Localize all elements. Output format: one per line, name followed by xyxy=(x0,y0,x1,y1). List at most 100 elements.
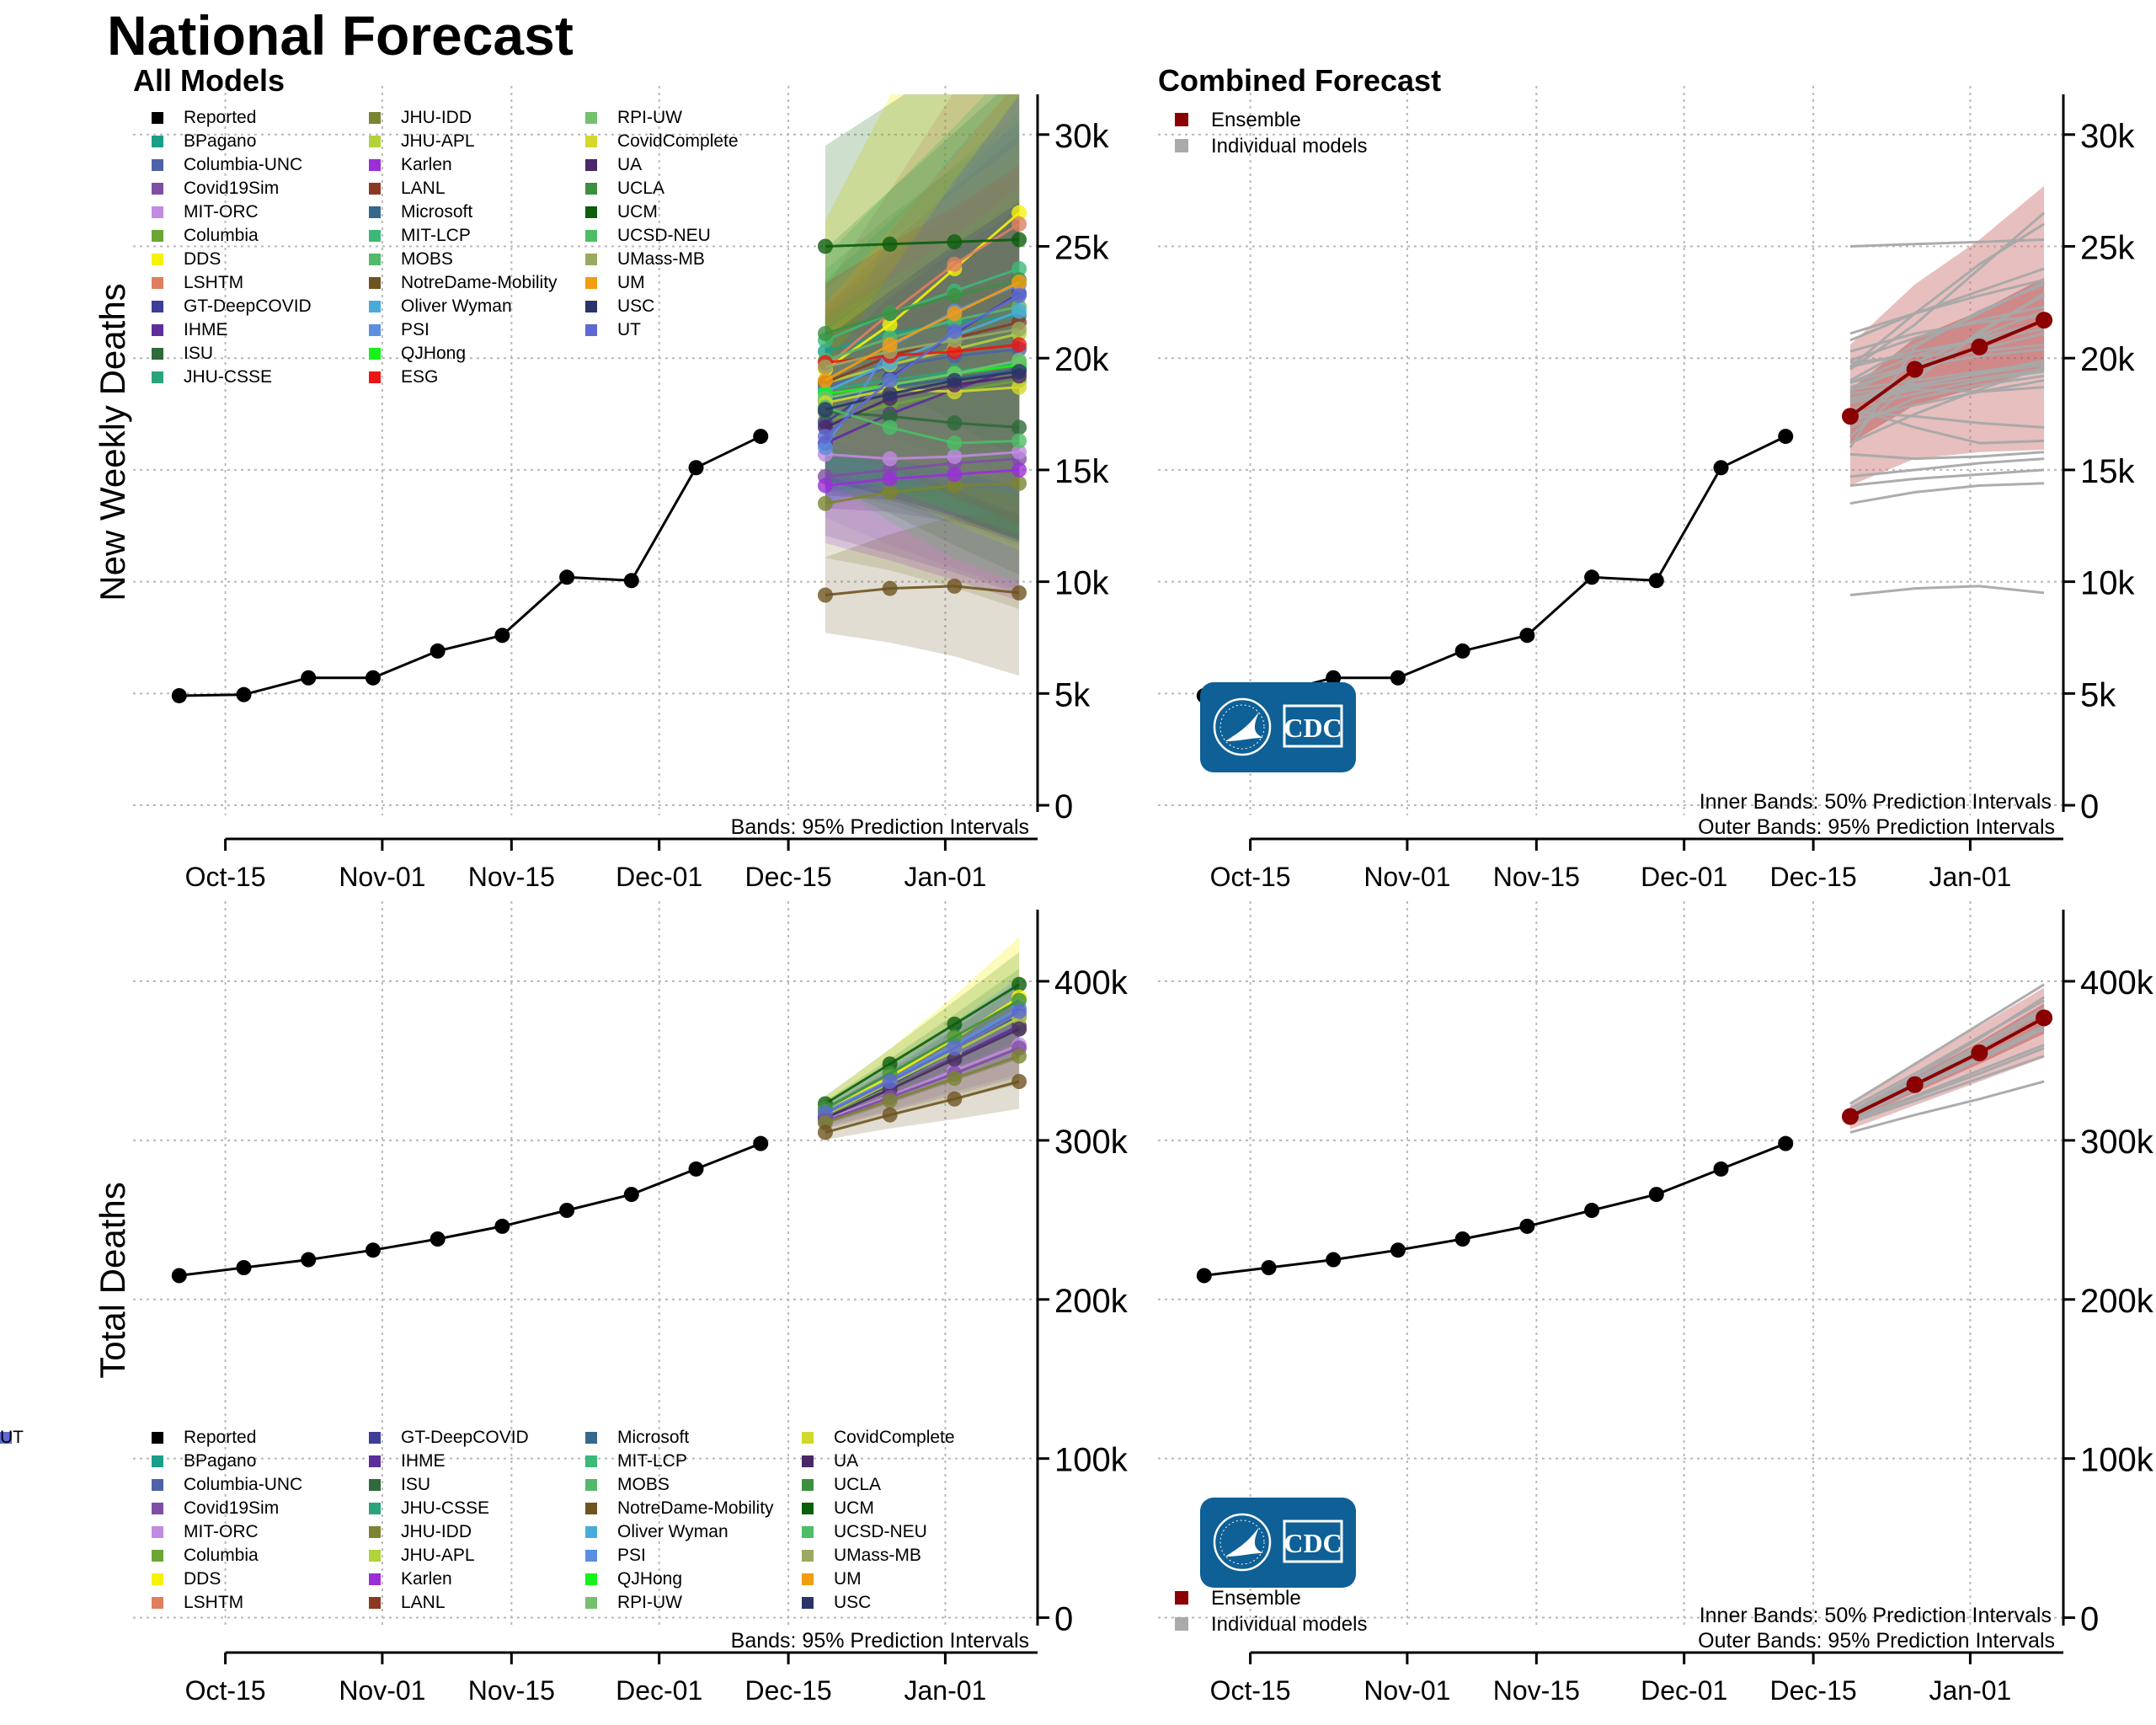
individual-model-line xyxy=(1849,1046,2045,1123)
model-forecast-point xyxy=(1011,216,1027,232)
legend-swatch xyxy=(369,1432,381,1444)
legend-combined: Ensemble Individual models xyxy=(1175,1587,1367,1636)
legend-label: RPI-UW xyxy=(617,1593,682,1612)
reported-point xyxy=(171,687,187,703)
model-forecast-point xyxy=(882,337,898,353)
reported-point xyxy=(430,1231,446,1247)
individual-model-line xyxy=(1849,310,2045,393)
legend-swatch xyxy=(152,112,163,124)
legend-label: UT xyxy=(617,320,641,339)
legend-swatch xyxy=(1175,113,1188,126)
cdc-logo: CDC xyxy=(1200,1498,1356,1588)
legend-label: JHU-IDD xyxy=(401,1522,472,1541)
model-forecast-point xyxy=(1011,261,1027,277)
legend-label: MIT-LCP xyxy=(401,226,471,245)
legend-swatch xyxy=(585,277,597,289)
model-forecast-point xyxy=(882,317,898,333)
x-tick-label: Oct-15 xyxy=(1210,862,1291,892)
model-band xyxy=(825,952,1020,1112)
legend-label: UCSD-NEU xyxy=(617,226,711,245)
reported-point xyxy=(1584,569,1600,585)
model-forecast-line xyxy=(825,238,1020,248)
model-forecast-point xyxy=(947,1017,963,1032)
reported-point xyxy=(236,1260,252,1275)
panel-axes: 0 100k 200k 300k 400k Oct-15 Nov-01 Nov-15 Dec-0… xyxy=(1158,901,2154,1706)
model-forecast-line xyxy=(825,366,1020,445)
intervals-note: Bands: 95% Prediction Intervals xyxy=(731,1629,1029,1653)
individual-model-line xyxy=(1849,457,2045,478)
reported-point xyxy=(365,670,381,686)
model-forecast-point xyxy=(947,323,963,339)
model-forecast-point xyxy=(1011,992,1027,1008)
model-forecast-line xyxy=(825,457,1020,478)
x-tick-label: Nov-15 xyxy=(1493,1675,1580,1706)
plot-area xyxy=(1196,983,2053,1284)
legend-swatch xyxy=(152,1479,163,1491)
reported-point xyxy=(1713,460,1729,476)
model-forecast-point xyxy=(947,467,963,483)
x-tick-label: Oct-15 xyxy=(185,1675,266,1706)
model-forecast-point xyxy=(947,344,963,360)
individual-model-line xyxy=(1849,278,2045,335)
plot-area xyxy=(171,94,1027,703)
y-axis-label: Total Deaths xyxy=(93,1182,132,1378)
model-forecast-point xyxy=(882,409,898,425)
legend-swatch xyxy=(369,1455,381,1467)
legend-label: Individual models xyxy=(1211,135,1367,158)
x-tick-label: Dec-01 xyxy=(616,862,702,892)
reported-point xyxy=(753,429,769,445)
legend-label: MIT-ORC xyxy=(184,1522,259,1541)
legend-swatch xyxy=(152,348,163,360)
model-forecast-point xyxy=(817,359,833,375)
ensemble-point xyxy=(1841,1108,1859,1125)
legend-swatch xyxy=(585,136,597,147)
individual-model-line xyxy=(1849,1028,2045,1119)
legend-label: LANL xyxy=(401,179,446,198)
legend-label: JHU-CSSE xyxy=(401,1498,489,1518)
ensemble-line xyxy=(1849,318,2045,418)
model-forecast-point xyxy=(817,1124,833,1140)
legend-swatch xyxy=(152,206,163,218)
cdc-logo-text: CDC xyxy=(1283,713,1342,743)
model-forecast-point xyxy=(1011,475,1027,491)
model-forecast-line xyxy=(825,1055,1020,1124)
legend-swatch xyxy=(585,1455,597,1467)
reported-point xyxy=(301,1252,317,1268)
model-forecast-point xyxy=(817,495,833,511)
legend-label: UA xyxy=(617,155,642,174)
legend-swatch xyxy=(152,1503,163,1514)
legend-label: GT-DeepCOVID xyxy=(184,296,312,316)
model-forecast-point xyxy=(1011,232,1027,248)
plot-area xyxy=(171,937,1027,1284)
ensemble-point xyxy=(2036,1009,2053,1027)
legend-label: Microsoft xyxy=(617,1428,689,1447)
model-band xyxy=(825,118,1020,505)
reported-point xyxy=(1778,1135,1794,1151)
legend-swatch xyxy=(152,1432,163,1444)
legend-label: Oliver Wyman xyxy=(401,296,512,316)
y-tick-label: 0 xyxy=(1054,1601,1073,1638)
y-tick-label: 15k xyxy=(2080,453,2135,490)
legend-label: Covid19Sim xyxy=(184,1498,279,1518)
model-forecast-point xyxy=(1011,274,1027,290)
model-band xyxy=(825,193,1020,537)
model-forecast-point xyxy=(1011,379,1027,395)
legend-swatch xyxy=(369,112,381,124)
legend-label: UMass-MB xyxy=(834,1546,921,1565)
panel-axes: 0 5k 10k 15k 20k 25k 30k Oct-15 Nov-01 Nov-15 Dec-… xyxy=(1158,86,2135,892)
model-forecast-point xyxy=(817,238,833,254)
y-tick-label: 5k xyxy=(2080,676,2116,713)
legend-swatch xyxy=(802,1573,814,1585)
individual-model-line xyxy=(1849,999,2045,1110)
model-forecast-point xyxy=(1011,364,1027,380)
model-forecast-point xyxy=(947,435,963,451)
x-tick-label: Jan-01 xyxy=(904,1675,986,1706)
y-tick-label: 0 xyxy=(1054,788,1073,825)
legend-swatch xyxy=(585,1597,597,1609)
model-forecast-point xyxy=(947,578,963,594)
ensemble-point xyxy=(1841,408,1859,425)
reported-point xyxy=(559,1203,575,1218)
y-tick-label: 15k xyxy=(1054,453,1109,490)
model-forecast-point xyxy=(882,1092,898,1108)
legend-label: USC xyxy=(834,1593,871,1612)
